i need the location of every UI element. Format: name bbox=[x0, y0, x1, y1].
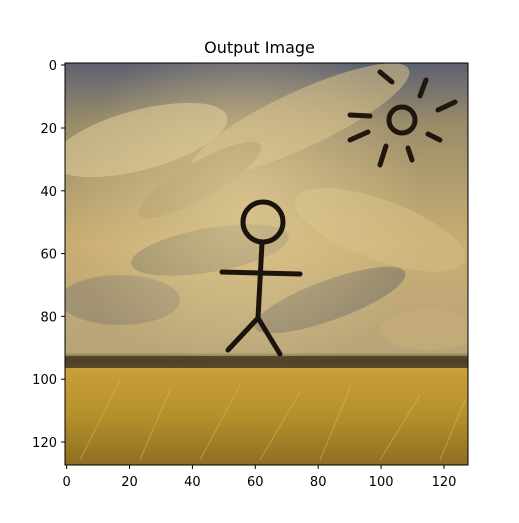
x-tick-labels: 0 20 40 60 80 100 120 bbox=[62, 475, 456, 490]
field-grass bbox=[79, 379, 466, 461]
x-axis bbox=[66, 465, 445, 469]
y-tick-labels: 0 20 40 60 80 100 120 bbox=[32, 59, 57, 451]
y-tick-label: 0 bbox=[49, 59, 57, 74]
y-tick-label: 120 bbox=[32, 436, 57, 451]
x-tick-label: 80 bbox=[310, 475, 327, 490]
x-tick-label: 60 bbox=[247, 475, 264, 490]
y-tick-label: 60 bbox=[40, 248, 57, 263]
plot-title: Output Image bbox=[204, 38, 315, 57]
y-tick-label: 80 bbox=[40, 310, 57, 325]
axes-frame bbox=[64, 62, 469, 466]
y-tick-label: 40 bbox=[40, 185, 57, 200]
x-tick-label: 100 bbox=[369, 475, 394, 490]
y-tick-label: 20 bbox=[40, 122, 57, 137]
x-tick-label: 20 bbox=[121, 475, 138, 490]
output-image bbox=[65, 63, 468, 465]
sun bbox=[347, 69, 458, 168]
x-tick-label: 120 bbox=[432, 475, 457, 490]
y-tick-label: 100 bbox=[32, 373, 57, 388]
stick-figure bbox=[219, 199, 303, 357]
x-tick-label: 0 bbox=[62, 475, 70, 490]
y-axis bbox=[61, 64, 65, 443]
x-tick-label: 40 bbox=[184, 475, 201, 490]
